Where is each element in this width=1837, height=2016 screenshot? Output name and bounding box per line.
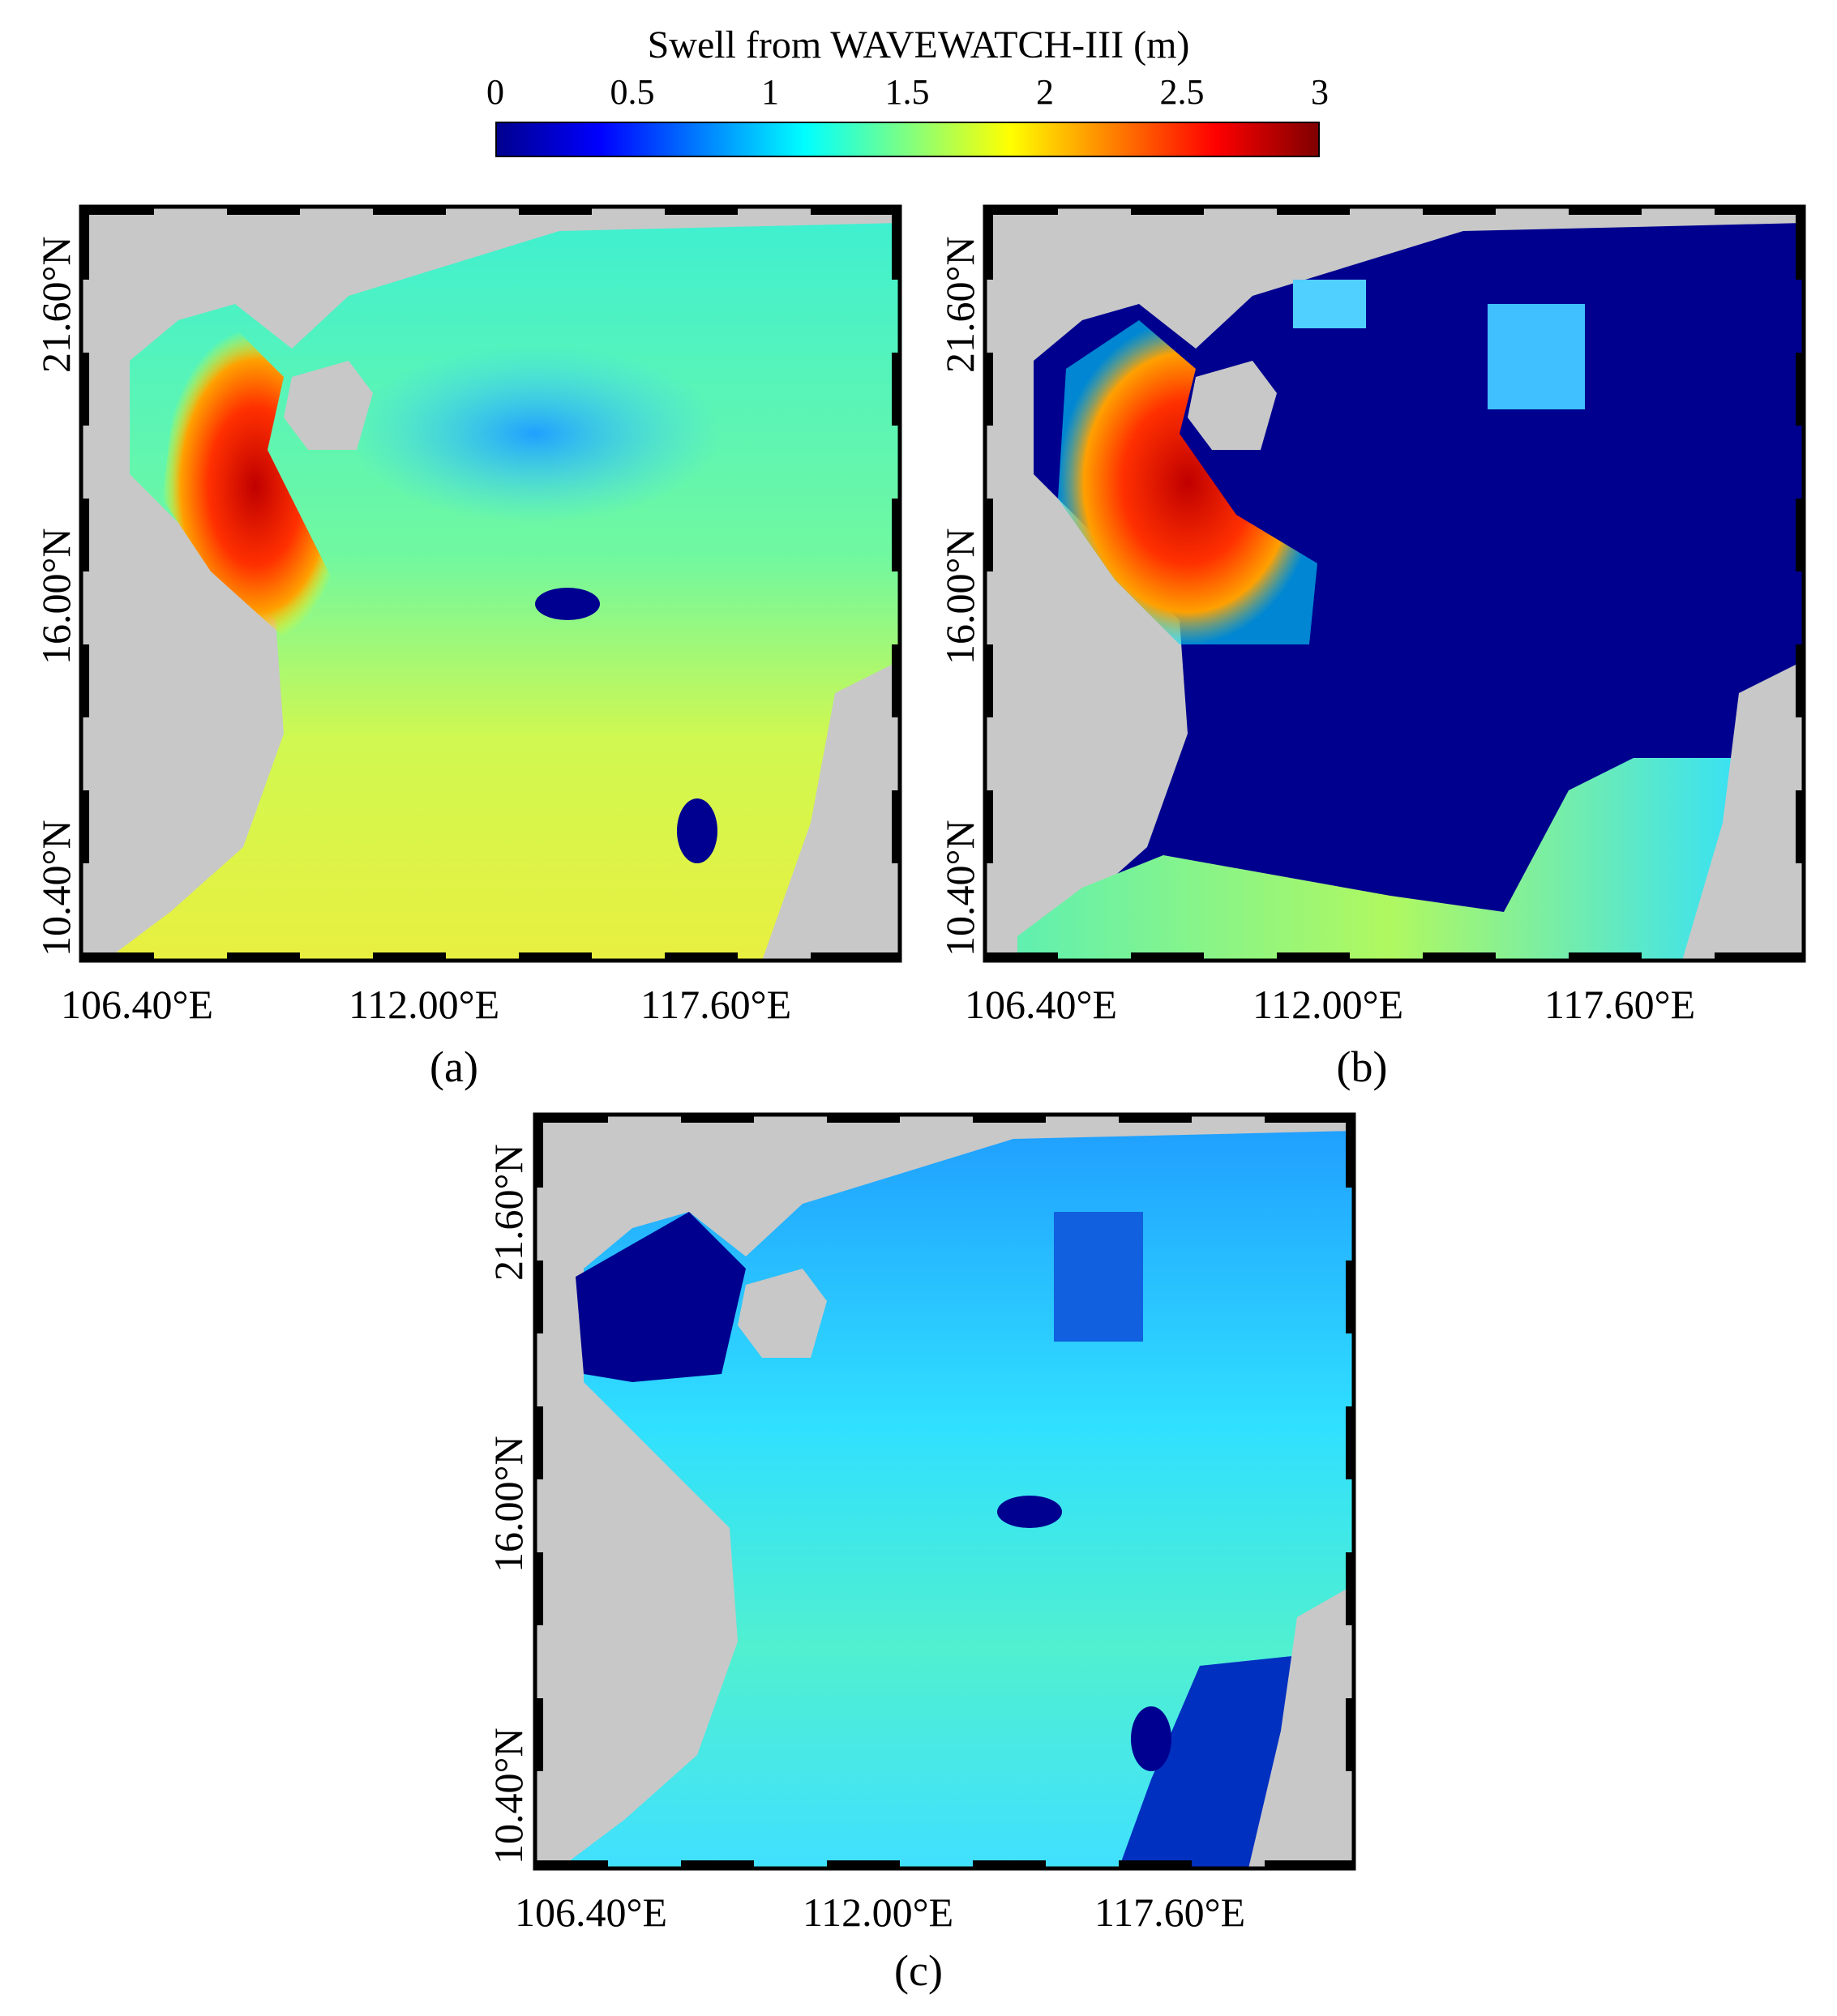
colorbar-tick: 3 [1311, 72, 1329, 112]
swell-patch [1054, 1212, 1143, 1342]
south-swell-band [1017, 758, 1763, 961]
high-swell-patch [1058, 320, 1317, 644]
map-b-svg [985, 207, 1804, 961]
hainan-island [738, 1269, 827, 1358]
lat-label: 16.00°N [486, 1436, 531, 1573]
lat-label: 10.40°N [33, 820, 79, 957]
philippines-coast [1248, 1585, 1354, 1868]
panel-label: (a) [430, 1042, 478, 1091]
lon-label: 117.60°E [1094, 1890, 1246, 1935]
map-panel-b [983, 204, 1806, 963]
island-feature [997, 1496, 1062, 1528]
colorbar-tick: 1 [761, 72, 779, 112]
lon-label: 106.40°E [61, 982, 214, 1027]
philippines-coast [1682, 661, 1804, 961]
map-panel-c [533, 1112, 1356, 1871]
map-b-frame [983, 204, 1806, 963]
swell-patch [1488, 304, 1585, 409]
island-feature [535, 588, 600, 620]
island-feature [1131, 1706, 1171, 1771]
hainan-island [284, 361, 373, 450]
lat-label: 16.00°N [33, 528, 79, 665]
colorbar-tick: 0.5 [610, 72, 655, 112]
colorbar-tick: 2.5 [1159, 72, 1205, 112]
philippines-coast [762, 661, 900, 961]
colorbar-title: Swell from WAVEWATCH-III (m) [647, 24, 1190, 66]
lat-label: 21.60°N [33, 236, 79, 373]
lat-label: 16.00°N [937, 528, 983, 665]
lat-label: 10.40°N [486, 1727, 531, 1864]
panel-label: (c) [894, 1946, 943, 1995]
high-swell-patch [162, 328, 349, 644]
lon-label: 117.60°E [640, 982, 792, 1027]
lon-label: 112.00°E [1252, 982, 1404, 1027]
map-a-frame [79, 204, 902, 963]
colorbar-tick: 1.5 [884, 72, 930, 112]
map-panel-a [79, 204, 902, 963]
lon-label: 106.40°E [965, 982, 1118, 1027]
panel-label: (b) [1336, 1042, 1388, 1091]
lon-label: 117.60°E [1544, 982, 1696, 1027]
lon-label: 112.00°E [803, 1890, 954, 1935]
island-feature [677, 798, 717, 863]
map-c-svg [535, 1115, 1354, 1868]
hainan-island [1188, 361, 1277, 450]
map-c-frame [533, 1112, 1356, 1871]
lat-label: 21.60°N [937, 236, 983, 373]
lon-label: 112.00°E [349, 982, 500, 1027]
colorbar [495, 122, 1320, 157]
lat-label: 10.40°N [937, 820, 983, 957]
low-swell-patch [349, 345, 722, 523]
colorbar-tick: 2 [1036, 72, 1054, 112]
lat-label: 21.60°N [486, 1144, 531, 1281]
map-a-svg [81, 207, 900, 961]
lon-label: 106.40°E [515, 1890, 668, 1935]
low-swell-gulf [576, 1212, 746, 1382]
swell-patch [1293, 280, 1366, 328]
colorbar-tick: 0 [486, 72, 504, 112]
